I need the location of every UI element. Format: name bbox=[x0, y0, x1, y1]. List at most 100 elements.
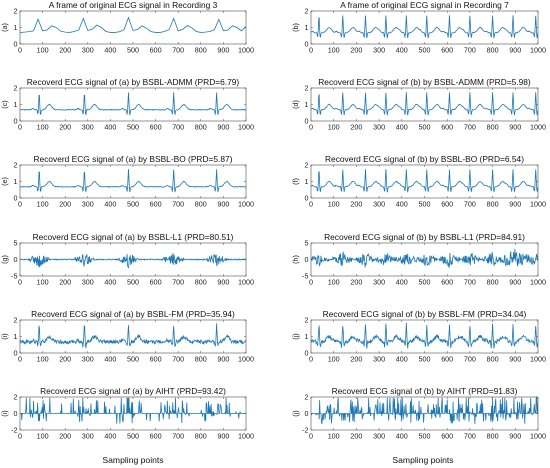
x-tick-label: 800 bbox=[487, 200, 499, 209]
y-tick-label: 0 bbox=[305, 255, 309, 264]
x-tick-label: 300 bbox=[373, 278, 385, 287]
x-tick-label: 400 bbox=[104, 46, 116, 55]
x-tick-label: 300 bbox=[82, 355, 94, 364]
x-tick-label: 800 bbox=[195, 200, 207, 209]
panel-j: 0 100 200 300 400 500 600 700 800 900 1000 0 1 2 (j) Re… bbox=[291, 309, 546, 364]
x-tick-label: 700 bbox=[464, 123, 476, 132]
x-tick-label: 400 bbox=[104, 355, 116, 364]
x-tick-label: 1000 bbox=[530, 278, 546, 287]
x-tick-label: 700 bbox=[464, 46, 476, 55]
x-tick-label: 700 bbox=[464, 432, 476, 441]
x-tick-label: 800 bbox=[195, 46, 207, 55]
x-tick-label: 900 bbox=[509, 46, 521, 55]
x-tick-label: 800 bbox=[487, 278, 499, 287]
x-tick-label: 500 bbox=[127, 278, 139, 287]
axes-box-b bbox=[310, 10, 539, 45]
panel-letter: (j) bbox=[291, 410, 300, 416]
x-tick-label: 300 bbox=[373, 46, 385, 55]
panel-title: Recoverd ECG signal of (b) by BSBL-BO (P… bbox=[325, 154, 524, 164]
x-tick-label: 900 bbox=[217, 278, 229, 287]
x-tick-label: 100 bbox=[37, 278, 49, 287]
panel-title: Recoverd ECG signal of (b) by AIHT (PRD=… bbox=[332, 386, 518, 396]
x-tick-label: 700 bbox=[464, 278, 476, 287]
panel-f: 0 100 200 300 400 500 600 700 800 900 1000 0 1 2 (f) Re… bbox=[291, 154, 546, 209]
x-tick-label: 600 bbox=[150, 200, 162, 209]
y-tick-label: 5 bbox=[14, 239, 18, 248]
x-axis-label-left: Sampling points bbox=[102, 455, 163, 465]
panel-b: 0 100 200 300 400 500 600 700 800 900 1000 0 1 2 (b) A … bbox=[291, 0, 546, 55]
x-tick-label: 1000 bbox=[238, 46, 254, 55]
x-tick-label: 200 bbox=[59, 200, 71, 209]
y-tick-label: 0 bbox=[305, 117, 309, 126]
y-tick-label: 0 bbox=[14, 349, 18, 358]
panel-letter: (j) bbox=[291, 333, 300, 339]
x-tick-label: 700 bbox=[172, 355, 184, 364]
series-line-e bbox=[20, 169, 246, 193]
panel-title: Recoverd ECG signal of (a) by BSBL-BO (P… bbox=[34, 154, 233, 164]
axes-box-j bbox=[310, 319, 539, 354]
x-tick-label: 700 bbox=[172, 432, 184, 441]
x-tick-label: 100 bbox=[37, 46, 49, 55]
x-tick-label: 100 bbox=[328, 46, 340, 55]
x-tick-label: 400 bbox=[396, 278, 408, 287]
x-tick-label: 200 bbox=[350, 46, 362, 55]
x-tick-label: 700 bbox=[172, 200, 184, 209]
panel-title: A frame of original ECG signal in Record… bbox=[49, 0, 218, 10]
series-line-h bbox=[311, 248, 538, 268]
x-tick-label: 400 bbox=[396, 432, 408, 441]
x-tick-label: 200 bbox=[59, 123, 71, 132]
x-tick-label: 800 bbox=[487, 355, 499, 364]
axes-box-e bbox=[19, 164, 247, 199]
panel-letter: (h) bbox=[291, 255, 300, 264]
x-tick-label: 400 bbox=[104, 200, 116, 209]
x-tick-label: 1000 bbox=[530, 46, 546, 55]
x-tick-label: 1000 bbox=[530, 432, 546, 441]
x-tick-label: 800 bbox=[487, 123, 499, 132]
axes-box-f bbox=[310, 164, 539, 199]
x-tick-label: 900 bbox=[509, 355, 521, 364]
x-tick-label: 800 bbox=[487, 432, 499, 441]
panel-letter: (a) bbox=[0, 23, 9, 32]
x-tick-label: 600 bbox=[441, 200, 453, 209]
y-tick-label: -5 bbox=[302, 272, 308, 281]
x-tick-label: 0 bbox=[18, 200, 22, 209]
y-tick-label: -2 bbox=[11, 426, 17, 435]
panel-g: 0 100 200 300 400 500 600 700 800 900 1000-505(g)R… bbox=[0, 232, 254, 287]
y-tick-label: 2 bbox=[305, 7, 309, 16]
x-tick-label: 400 bbox=[104, 123, 116, 132]
y-tick-label: -2 bbox=[302, 426, 308, 435]
x-tick-label: 200 bbox=[59, 432, 71, 441]
x-tick-label: 700 bbox=[172, 123, 184, 132]
y-tick-label: 0 bbox=[14, 40, 18, 49]
x-tick-label: 900 bbox=[217, 200, 229, 209]
panel-title: Recoverd ECG signal of (b) by BSBL-FM (P… bbox=[323, 309, 527, 319]
x-tick-label: 300 bbox=[82, 46, 94, 55]
series-line-k bbox=[20, 397, 246, 424]
x-tick-label: 600 bbox=[441, 46, 453, 55]
x-tick-label: 100 bbox=[37, 200, 49, 209]
y-tick-label: 0 bbox=[14, 255, 18, 264]
x-tick-label: 0 bbox=[309, 278, 313, 287]
x-tick-label: 1000 bbox=[530, 355, 546, 364]
series-line-l bbox=[311, 397, 538, 424]
series-line-i bbox=[20, 323, 246, 349]
panel-title: Recoverd ECG signal of (b) by BSBL-ADMM … bbox=[318, 77, 531, 87]
panel-letter: (d) bbox=[291, 100, 300, 109]
y-tick-label: 2 bbox=[14, 161, 18, 170]
y-tick-label: 2 bbox=[14, 84, 18, 93]
y-tick-label: 0 bbox=[305, 40, 309, 49]
panel-title: Recoverd ECG signal of (a) by BSBL-FM (P… bbox=[31, 309, 235, 319]
panel-a: 0 100 200 300 400 500 600 700 800 900 1000 0 1 2 (a) A … bbox=[0, 0, 254, 55]
y-tick-label: 1 bbox=[305, 100, 309, 109]
y-tick-label: 5 bbox=[305, 239, 309, 248]
x-tick-label: 500 bbox=[127, 432, 139, 441]
x-axis-label-right: Sampling points bbox=[392, 455, 453, 465]
panel-k: 0 100 200 300 400 500 600 700 800 900 1000-202(i)R… bbox=[0, 386, 254, 441]
y-tick-label: 0 bbox=[14, 194, 18, 203]
x-tick-label: 1000 bbox=[238, 355, 254, 364]
y-tick-label: 2 bbox=[14, 316, 18, 325]
x-tick-label: 300 bbox=[373, 432, 385, 441]
axes-box-i bbox=[19, 319, 247, 354]
x-tick-label: 100 bbox=[328, 278, 340, 287]
panel-letter: (f) bbox=[291, 178, 300, 185]
